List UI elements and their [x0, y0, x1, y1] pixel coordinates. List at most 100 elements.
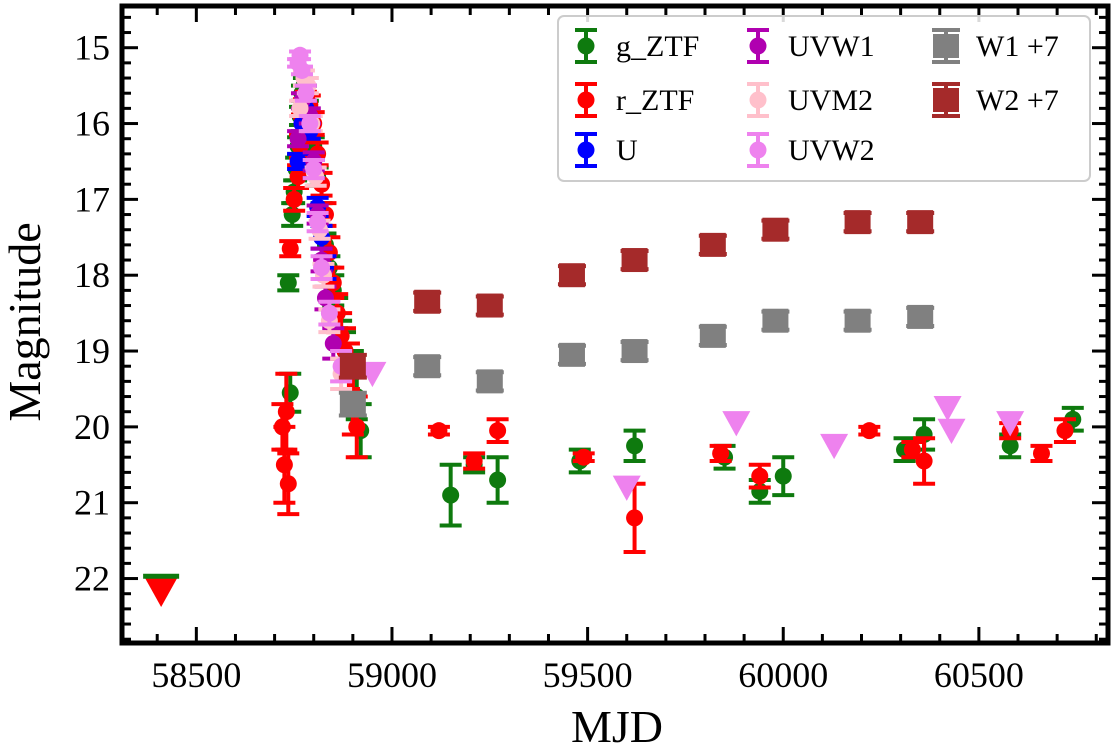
- legend-marker: [577, 37, 595, 55]
- data-point: [762, 308, 789, 333]
- data-point: [275, 456, 293, 474]
- data-point: [558, 263, 585, 288]
- data-point: [860, 422, 878, 440]
- data-point: [762, 217, 789, 242]
- data-point: [699, 323, 726, 348]
- series-r-ztf-upper-limit: [143, 574, 180, 608]
- x-tick-label: 59000: [347, 655, 437, 695]
- data-point: [621, 339, 648, 364]
- data-point: [621, 248, 648, 273]
- y-tick-label: 17: [74, 179, 110, 219]
- x-axis-title: MJD: [571, 701, 663, 750]
- data-point: [279, 475, 297, 493]
- data-point: [430, 422, 448, 440]
- y-tick-label: 21: [74, 483, 110, 523]
- data-point: [465, 452, 483, 470]
- legend-label: W2 +7: [976, 84, 1059, 117]
- legend-item-w2-7: W2 +7: [932, 82, 1059, 118]
- y-tick-label: 19: [74, 331, 110, 371]
- data-point: [1001, 437, 1019, 455]
- legend-item-uvw1: UVW1: [747, 28, 875, 64]
- data-point: [309, 213, 327, 231]
- data-point: [285, 190, 303, 208]
- data-point: [291, 99, 309, 117]
- legend-label: UVW1: [788, 30, 875, 63]
- legend-label: UVW2: [788, 134, 875, 167]
- y-axis-title: Magnitude: [0, 222, 50, 421]
- y-tick-label: 15: [74, 28, 110, 68]
- data-point: [281, 240, 299, 258]
- legend-marker: [933, 34, 959, 58]
- x-tick-label: 60000: [738, 655, 828, 695]
- upper-limit-marker: [820, 433, 849, 460]
- data-point: [414, 354, 441, 379]
- data-point: [297, 84, 315, 102]
- data-point: [442, 486, 460, 504]
- data-point: [626, 437, 644, 455]
- data-point: [339, 354, 366, 379]
- data-layer: [143, 46, 1084, 608]
- data-point: [489, 422, 507, 440]
- data-point: [414, 289, 441, 314]
- legend-item-w1-7: W1 +7: [932, 28, 1059, 64]
- data-point: [1056, 422, 1074, 440]
- series-uvw2: [287, 46, 353, 384]
- data-point: [844, 210, 871, 235]
- upper-limit-marker: [612, 475, 641, 501]
- x-tick-label: 59500: [543, 655, 633, 695]
- legend-item-uvm2: UVM2: [747, 82, 873, 118]
- data-point: [712, 444, 730, 462]
- data-point: [281, 384, 299, 402]
- y-tick-label: 22: [74, 559, 110, 599]
- data-point: [844, 308, 871, 333]
- data-point: [289, 152, 307, 170]
- data-point: [289, 168, 307, 186]
- y-tick-label: 20: [74, 407, 110, 447]
- data-point: [476, 293, 503, 318]
- upper-limit-marker: [937, 418, 966, 444]
- data-point: [324, 334, 342, 352]
- data-point: [774, 467, 792, 485]
- upper-limit-marker: [722, 411, 751, 437]
- axis-ticks: 58500 59000 59500 60000 60500 15 16 17 18 19 20 21 2…: [74, 6, 1108, 695]
- plot-border: [119, 3, 1111, 646]
- legend-marker: [933, 88, 959, 112]
- data-point: [277, 403, 295, 421]
- data-point: [313, 259, 331, 277]
- legend-marker: [749, 91, 767, 109]
- legend-marker: [577, 91, 595, 109]
- legend-label: UVM2: [788, 84, 873, 117]
- plot-frame: [119, 3, 1111, 646]
- data-point: [348, 418, 366, 436]
- data-point: [1032, 444, 1050, 462]
- data-point: [903, 441, 921, 459]
- series-w2-7: [338, 210, 935, 380]
- legend-item-r-ztf: r_ZTF: [575, 82, 694, 118]
- legend-marker: [749, 37, 767, 55]
- data-point: [489, 471, 507, 489]
- data-point: [316, 289, 334, 307]
- legend-item-g-ztf: g_ZTF: [575, 28, 699, 64]
- x-tick-label: 60500: [934, 655, 1024, 695]
- data-point: [476, 369, 503, 394]
- data-point: [575, 448, 593, 466]
- data-point: [907, 210, 934, 235]
- series-w1-7: [338, 304, 935, 418]
- x-tick-label: 58500: [151, 655, 241, 695]
- data-point: [699, 232, 726, 257]
- data-point: [751, 467, 769, 485]
- data-point: [291, 46, 309, 64]
- data-point: [915, 452, 933, 470]
- legend: g_ZTF r_ZTF U UVW1 UVM2 UVW2 W1 +7 W2 +7: [557, 15, 1091, 182]
- legend-label: r_ZTF: [616, 84, 694, 117]
- data-point: [907, 304, 934, 329]
- upper-limit-marker: [996, 411, 1025, 437]
- upper-limit-marker: [143, 574, 180, 608]
- data-point: [320, 304, 338, 322]
- legend-label: W1 +7: [976, 30, 1059, 63]
- data-point: [558, 342, 585, 367]
- legend-label: U: [616, 134, 638, 167]
- y-tick-label: 18: [74, 255, 110, 295]
- legend-marker: [749, 141, 767, 159]
